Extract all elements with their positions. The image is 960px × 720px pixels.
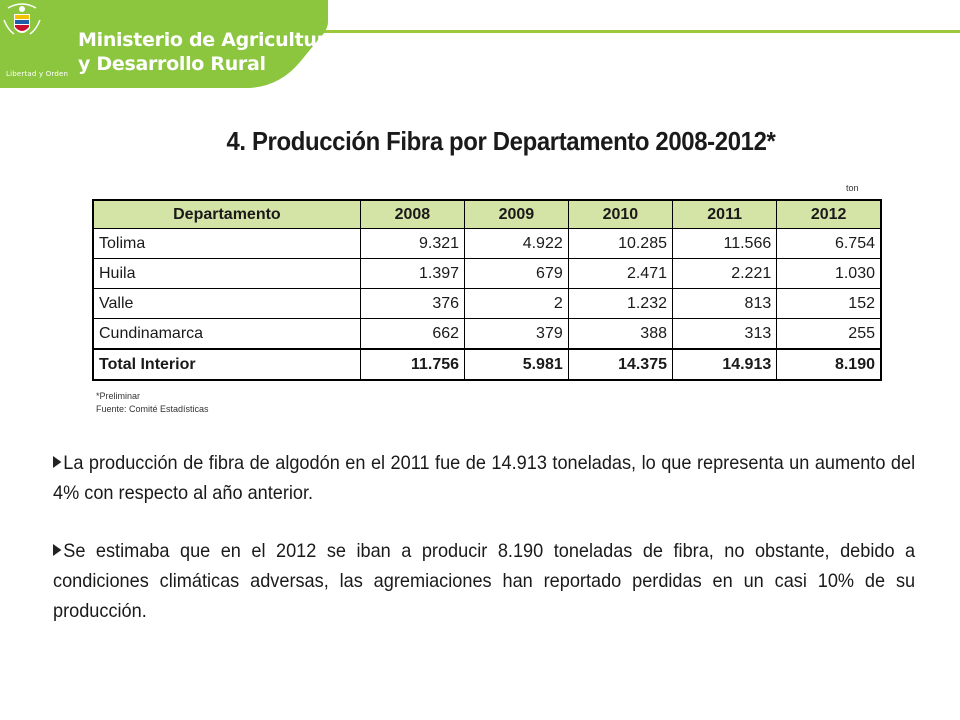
bullet-item: Se estimaba que en el 2012 se iban a pro… bbox=[53, 536, 915, 626]
table-unit-label: ton bbox=[846, 183, 859, 193]
header-2011: 2011 bbox=[671, 199, 778, 229]
row-name: Huila bbox=[92, 258, 361, 289]
cell-value: 255 bbox=[776, 318, 882, 350]
ministry-name: Ministerio de Agricultura y Desarrollo R… bbox=[78, 28, 338, 76]
source-note: Fuente: Comité Estadísticas bbox=[96, 404, 209, 414]
production-table: Departamento 2008 2009 2010 2011 2012 To… bbox=[92, 199, 882, 381]
cell-value: 10.285 bbox=[567, 228, 674, 259]
cell-value: 1.397 bbox=[359, 258, 466, 289]
header-2010: 2010 bbox=[567, 199, 674, 229]
header-divider-line bbox=[300, 30, 960, 33]
total-value: 8.190 bbox=[776, 348, 882, 381]
cell-value: 313 bbox=[671, 318, 778, 350]
cell-value: 1.030 bbox=[776, 258, 882, 289]
table-total-row: Total Interior 11.756 5.981 14.375 14.91… bbox=[92, 348, 882, 381]
cell-value: 9.321 bbox=[359, 228, 466, 259]
header-2008: 2008 bbox=[359, 199, 466, 229]
bullet-item: La producción de fibra de algodón en el … bbox=[53, 448, 915, 508]
cell-value: 679 bbox=[464, 258, 569, 289]
table-row: Cundinamarca 662 379 388 313 255 bbox=[92, 318, 882, 350]
cell-value: 662 bbox=[359, 318, 466, 350]
total-value: 5.981 bbox=[464, 348, 569, 381]
table-header-row: Departamento 2008 2009 2010 2011 2012 bbox=[92, 199, 882, 229]
row-name: Cundinamarca bbox=[92, 318, 361, 350]
cell-value: 11.566 bbox=[671, 228, 778, 259]
table-row: Tolima 9.321 4.922 10.285 11.566 6.754 bbox=[92, 228, 882, 259]
header-2012: 2012 bbox=[776, 199, 882, 229]
banner-shape bbox=[0, 0, 328, 88]
total-value: 14.375 bbox=[567, 348, 674, 381]
table-row: Valle 376 2 1.232 813 152 bbox=[92, 288, 882, 319]
seal-motto: Libertad y Orden bbox=[6, 70, 69, 78]
ministry-name-line1: Ministerio de Agricultura bbox=[78, 29, 339, 51]
cell-value: 376 bbox=[359, 288, 466, 319]
preliminary-note: *Preliminar bbox=[96, 391, 141, 401]
arrow-bullet-icon bbox=[53, 456, 62, 468]
row-name: Tolima bbox=[92, 228, 361, 259]
cell-value: 6.754 bbox=[776, 228, 882, 259]
total-value: 11.756 bbox=[359, 348, 466, 381]
cell-value: 2.471 bbox=[567, 258, 674, 289]
header-departamento: Departamento bbox=[92, 199, 361, 229]
bullet-list: La producción de fibra de algodón en el … bbox=[53, 448, 915, 654]
ministry-banner: Libertad y Orden Ministerio de Agricultu… bbox=[0, 0, 338, 88]
cell-value: 2 bbox=[464, 288, 569, 319]
bullet-text: La producción de fibra de algodón en el … bbox=[53, 452, 916, 504]
cell-value: 2.221 bbox=[671, 258, 778, 289]
cell-value: 1.232 bbox=[567, 288, 674, 319]
bullet-text: Se estimaba que en el 2012 se iban a pro… bbox=[53, 540, 916, 622]
total-label: Total Interior bbox=[92, 348, 361, 381]
page-title: 4. Producción Fibra por Departamento 200… bbox=[226, 126, 776, 156]
ministry-name-line2: y Desarrollo Rural bbox=[78, 53, 266, 75]
arrow-bullet-icon bbox=[53, 544, 62, 556]
cell-value: 813 bbox=[671, 288, 778, 319]
cell-value: 379 bbox=[464, 318, 569, 350]
cell-value: 4.922 bbox=[464, 228, 569, 259]
header-2009: 2009 bbox=[464, 199, 569, 229]
cell-value: 152 bbox=[776, 288, 882, 319]
total-value: 14.913 bbox=[671, 348, 778, 381]
production-table-wrapper: Departamento 2008 2009 2010 2011 2012 To… bbox=[92, 199, 882, 381]
row-name: Valle bbox=[92, 288, 361, 319]
table-notes: *Preliminar Fuente: Comité Estadísticas bbox=[96, 390, 209, 416]
coat-of-arms-icon bbox=[3, 3, 41, 35]
cell-value: 388 bbox=[567, 318, 674, 350]
table-row: Huila 1.397 679 2.471 2.221 1.030 bbox=[92, 258, 882, 289]
